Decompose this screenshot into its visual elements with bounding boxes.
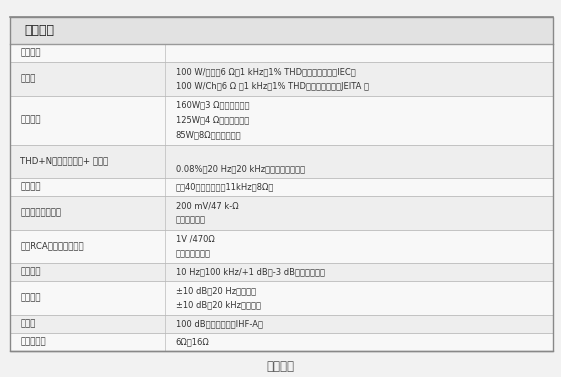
Text: ±10 dB，20 Hz（低频）: ±10 dB，20 Hz（低频） [176, 286, 256, 295]
Text: 频率响应: 频率响应 [20, 268, 41, 277]
Text: 100 W/Ch（6 Ω ，1 kHz，1% THD，单声道驱动，JEITA ）: 100 W/Ch（6 Ω ，1 kHz，1% THD，单声道驱动，JEITA ） [176, 81, 369, 90]
Text: 音调控制: 音调控制 [20, 293, 41, 302]
Bar [10, 144, 553, 178]
Bar [10, 44, 553, 62]
Text: 0.08%（20 Hz－20 kHz，一半功率输出）: 0.08%（20 Hz－20 kHz，一半功率输出） [176, 164, 305, 173]
Text: 10 Hz－100 kHz/+1 dB，-3 dB（直通模式）: 10 Hz－100 kHz/+1 dB，-3 dB（直通模式） [176, 268, 325, 277]
Bar [10, 230, 553, 263]
Bar [10, 96, 553, 144]
Text: 阻尼因数: 阻尼因数 [20, 182, 41, 192]
Text: 125W（4 Ω，前置通道）: 125W（4 Ω，前置通道） [176, 115, 249, 124]
Text: 扬声器阻抗: 扬声器阻抗 [20, 337, 46, 346]
Bar [10, 333, 553, 351]
Text: 200 mV/47 k-Ω: 200 mV/47 k-Ω [176, 201, 238, 210]
Text: 超过40（前置通道，11kHz，8Ω）: 超过40（前置通道，11kHz，8Ω） [176, 182, 274, 192]
Text: 功放部分: 功放部分 [24, 24, 54, 37]
Text: 功率输出: 功率输出 [20, 49, 41, 58]
Bar [10, 196, 553, 230]
Text: 6Ω－16Ω: 6Ω－16Ω [176, 337, 209, 346]
Text: 1V /470Ω: 1V /470Ω [176, 234, 214, 244]
Text: THD+N（总谐波失真+ 噪声）: THD+N（总谐波失真+ 噪声） [20, 157, 108, 166]
Bar [10, 17, 553, 351]
Text: 全通道: 全通道 [20, 74, 35, 83]
Text: 输入灵敏度及阻抗: 输入灵敏度及阻抗 [20, 208, 61, 217]
Bar [10, 62, 553, 96]
Bar [10, 314, 553, 333]
Text: ±10 dB，20 kHz（高频）: ±10 dB，20 kHz（高频） [176, 300, 261, 310]
Bar [10, 281, 553, 314]
Text: （线路电平）: （线路电平） [176, 216, 205, 225]
Text: 功放参数: 功放参数 [266, 360, 295, 373]
Bar [10, 17, 553, 44]
Text: 动态功率: 动态功率 [20, 115, 41, 124]
Text: 信噪比: 信噪比 [20, 319, 35, 328]
Bar [10, 263, 553, 281]
Text: 85W（8Ω，前置通道）: 85W（8Ω，前置通道） [176, 130, 241, 139]
Text: （重低音输出）: （重低音输出） [176, 249, 210, 258]
Text: 100 W/通道（6 Ω，1 kHz，1% THD，单通道驱动，IEC）: 100 W/通道（6 Ω，1 kHz，1% THD，单通道驱动，IEC） [176, 67, 355, 76]
Text: 100 dB（线路电平，IHF-A）: 100 dB（线路电平，IHF-A） [176, 319, 263, 328]
Bar [10, 178, 553, 196]
Text: 160W（3 Ω，前置通道）: 160W（3 Ω，前置通道） [176, 101, 249, 110]
Text: 额定RCA输出电平及阻抗: 额定RCA输出电平及阻抗 [20, 242, 84, 251]
